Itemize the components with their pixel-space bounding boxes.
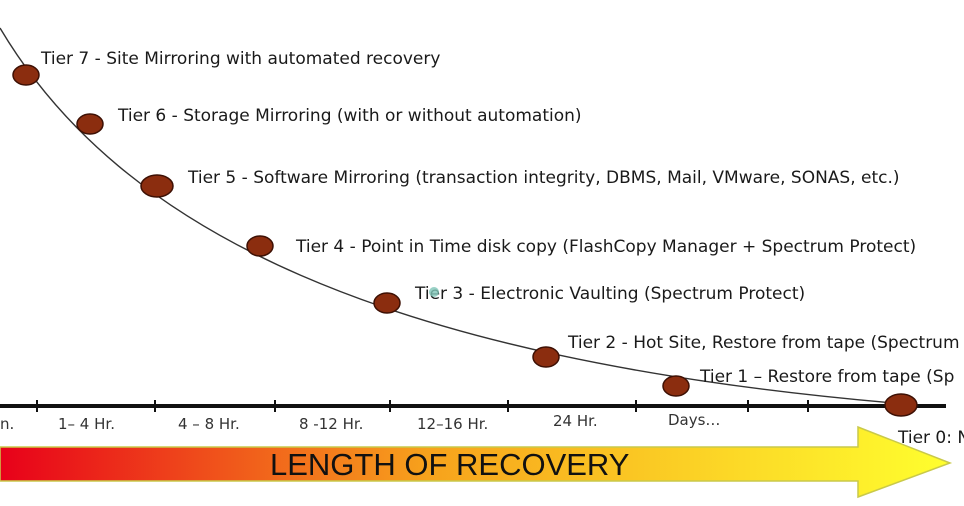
tier-4-label: Tier 4 - Point in Time disk copy (FlashC… (295, 237, 916, 257)
tier-2-label: Tier 2 - Hot Site, Restore from tape (Sp… (567, 333, 960, 353)
tier-1-label: Tier 1 – Restore from tape (Sp (699, 367, 954, 387)
tier-0-node (884, 393, 918, 417)
tier-0-label: Tier 0: N (897, 428, 964, 448)
tier-5-label: Tier 5 - Software Mirroring (transaction… (187, 168, 900, 188)
length-of-recovery-arrow (0, 425, 953, 499)
axis-tick-label: 8 -12 Hr. (299, 415, 363, 433)
axis-tick-label: Days… (668, 411, 720, 429)
cursor-dot (429, 287, 439, 297)
tier-4-node (246, 235, 274, 257)
axis-tick-label: n. (0, 415, 14, 433)
tier-2-node (532, 346, 560, 368)
length-of-recovery-label: LENGTH OF RECOVERY (270, 447, 629, 482)
tier-1-node (662, 375, 690, 397)
tier-7-node (12, 64, 40, 86)
axis-tick-label: 1– 4 Hr. (58, 415, 115, 433)
tier-nodes (12, 64, 918, 417)
tier-7-label: Tier 7 - Site Mirroring with automated r… (40, 49, 440, 69)
tier-6-label: Tier 6 - Storage Mirroring (with or with… (117, 106, 582, 126)
axis-tick-label: 4 – 8 Hr. (178, 415, 240, 433)
tier-3-label: Tier 3 - Electronic Vaulting (Spectrum P… (414, 284, 805, 304)
recovery-curve (0, 27, 906, 405)
tier-3-node (373, 292, 401, 314)
tier-6-node (76, 113, 104, 135)
axis-tick-label: 12–16 Hr. (417, 415, 488, 433)
axis-tick-marks (36, 400, 809, 412)
axis-tick-label: 24 Hr. (553, 412, 598, 430)
tier-5-node (140, 174, 174, 198)
